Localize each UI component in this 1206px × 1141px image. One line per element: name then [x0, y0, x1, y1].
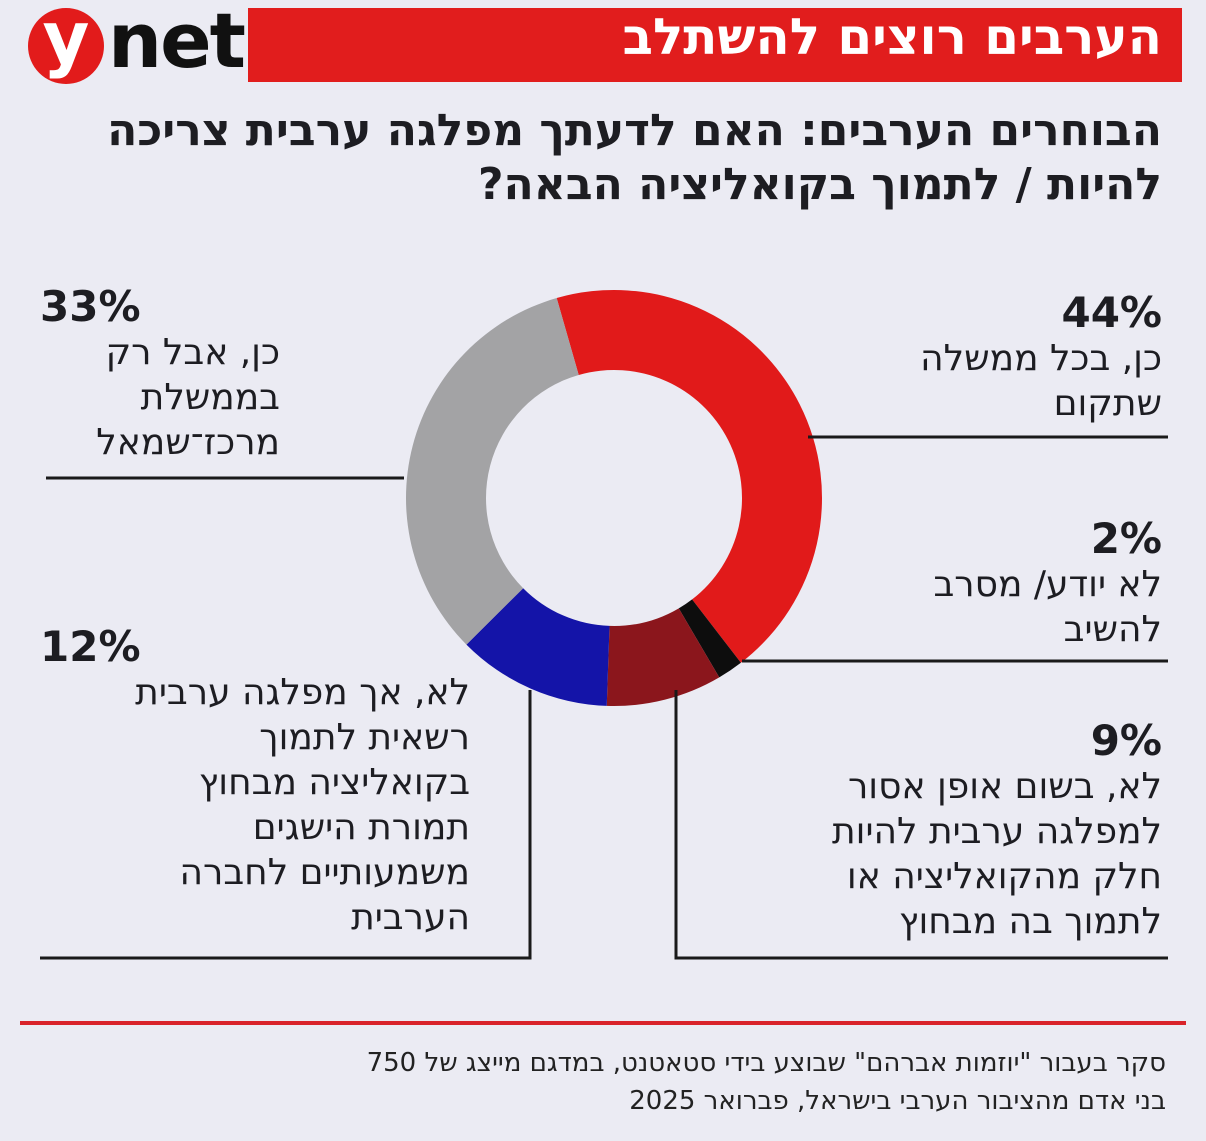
logo-y: y: [42, 0, 90, 80]
logo-circle: [28, 8, 104, 84]
chart-question: הבוחרים הערבים: האם לדעתך מפלגה ערבית צר…: [107, 105, 1162, 210]
logo-net: net: [108, 0, 246, 85]
text-no-unless: לא, אך מפלגה ערבית רשאית לתמוך בקואליציה…: [135, 672, 470, 938]
donut-slice-dont-know: [678, 599, 741, 678]
pct-no-unless: 12%: [40, 622, 141, 671]
text-dont-know: לא יודע/ מסרב להשיב: [933, 564, 1162, 650]
label-dont-know: 2% לא יודע/ מסרב להשיב: [933, 516, 1162, 652]
donut-slice-no-never: [606, 608, 720, 706]
leader-line-no-never: [674, 690, 1168, 960]
pct-yes-any: 44%: [1061, 288, 1162, 337]
pct-dont-know: 2%: [1090, 514, 1162, 563]
banner-title: הערבים רוצים להשתלב: [622, 8, 1162, 66]
pct-no-never: 9%: [1090, 716, 1162, 765]
label-yes-any: 44% כן, בכל ממשלה שתקום: [920, 290, 1162, 426]
text-yes-center-left: כן, אבל רק בממשלת מרכז־שמאל: [96, 332, 280, 463]
source-note: סקר בעבור "יוזמות אברהם" שבוצע בידי סטאט…: [366, 1048, 1166, 1116]
donut-slice-yes-any: [556, 289, 823, 663]
title-banner: הערבים רוצים להשתלב: [248, 8, 1182, 82]
label-no-never: 9% לא, בשום אופן אסור למפלגה ערבית להיות…: [832, 718, 1162, 944]
label-yes-center-left: 33% כן, אבל רק בממשלת מרכז־שמאל: [40, 284, 280, 465]
ynet-logo[interactable]: y net: [8, 0, 246, 86]
footer-divider: [20, 1021, 1186, 1025]
leader-line-no-unless: [40, 690, 532, 960]
text-no-never: לא, בשום אופן אסור למפלגה ערבית להיות חל…: [832, 766, 1162, 942]
donut-slice-yes-center-left: [406, 298, 579, 645]
pct-yes-center-left: 33%: [40, 282, 141, 331]
text-yes-any: כן, בכל ממשלה שתקום: [920, 338, 1162, 424]
label-no-unless: 12% לא, אך מפלגה ערבית רשאית לתמוך בקואל…: [40, 624, 470, 940]
donut-slice-no-unless: [466, 588, 610, 706]
